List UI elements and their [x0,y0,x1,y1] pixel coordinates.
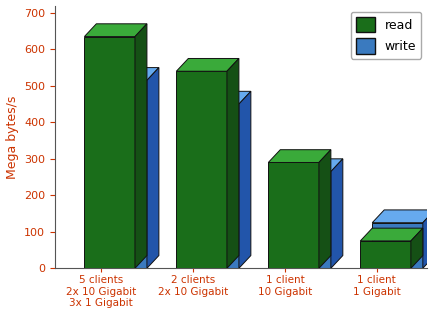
Polygon shape [280,159,343,171]
Polygon shape [97,68,159,80]
Polygon shape [331,159,343,268]
Polygon shape [268,150,331,162]
Y-axis label: Mega bytes/s: Mega bytes/s [6,95,19,179]
Polygon shape [188,91,251,104]
Polygon shape [411,228,423,268]
Polygon shape [147,68,159,268]
Polygon shape [372,223,423,268]
Polygon shape [239,91,251,268]
Polygon shape [280,171,331,268]
Polygon shape [227,58,239,268]
Polygon shape [360,228,423,241]
Polygon shape [319,150,331,268]
Polygon shape [372,210,433,223]
Legend: read, write: read, write [351,12,421,58]
Polygon shape [84,36,135,268]
Polygon shape [135,24,147,268]
Polygon shape [360,241,411,268]
Polygon shape [188,104,239,268]
Polygon shape [423,210,433,268]
Polygon shape [84,24,147,36]
Polygon shape [268,162,319,268]
Polygon shape [97,80,147,268]
Polygon shape [176,58,239,71]
Polygon shape [176,71,227,268]
